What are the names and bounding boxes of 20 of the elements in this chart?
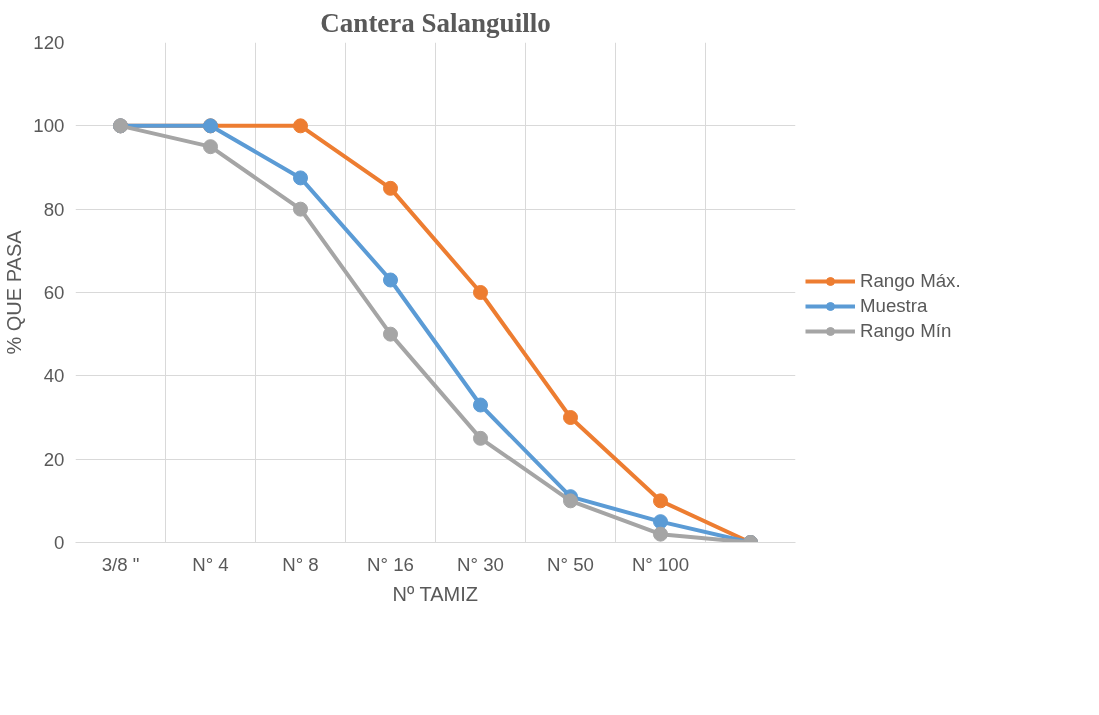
y-tick-label: 40 bbox=[43, 365, 65, 387]
y-tick-label: 120 bbox=[33, 32, 65, 53]
chart-title: Cantera Salanguillo bbox=[320, 7, 551, 38]
legend-label: Rango Mín bbox=[860, 320, 952, 342]
y-axis-title: % QUE PASA bbox=[3, 229, 26, 355]
legend-label: Rango Máx. bbox=[860, 270, 961, 292]
y-tick-label: 100 bbox=[33, 115, 65, 137]
x-tick-label: N° 50 bbox=[547, 553, 594, 575]
y-tick-label: 80 bbox=[43, 198, 65, 220]
y-tick-label: 0 bbox=[54, 532, 65, 553]
x-tick-label: 3/8 " bbox=[101, 553, 140, 575]
x-tick-label: N° 4 bbox=[192, 553, 229, 575]
y-tick-label: 60 bbox=[43, 282, 65, 303]
x-tick-label: N° 30 bbox=[457, 553, 504, 575]
y-tick-label: 20 bbox=[43, 448, 65, 470]
x-tick-label: N° 8 bbox=[282, 553, 319, 575]
x-tick-label: N° 100 bbox=[631, 553, 690, 575]
legend-label: Muestra bbox=[860, 295, 928, 317]
x-tick-label: N° 16 bbox=[367, 553, 414, 575]
x-axis-title: Nº TAMIZ bbox=[392, 582, 479, 605]
